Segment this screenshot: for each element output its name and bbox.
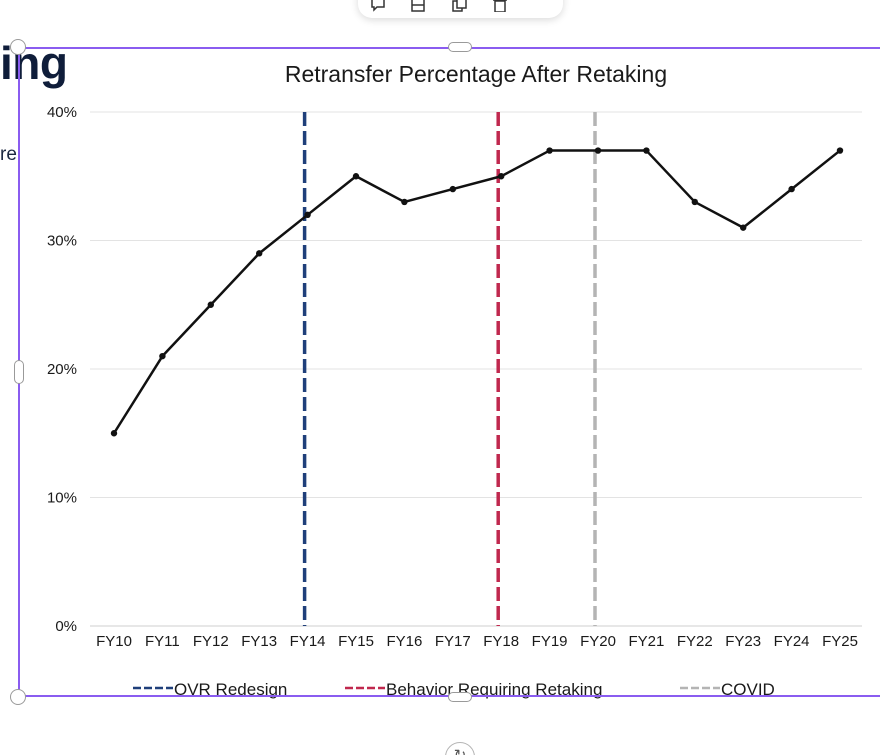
data-point [788,185,795,193]
x-tick-label: FY11 [145,633,180,650]
data-point [691,198,698,206]
x-tick-label: FY20 [580,633,616,650]
data-point [110,430,118,437]
data-point [740,224,747,231]
legend-label: OVR Redesign [174,680,287,699]
slide-text-fragment[interactable]: re [0,144,17,165]
x-tick-label: FY13 [241,633,277,650]
legend-label: COVID [721,680,775,699]
resize-handle-top[interactable] [448,42,472,52]
chart-legend: OVR Redesign Behavior Requiring Retaking C… [133,680,775,699]
grid-layer [90,111,862,627]
x-tick-label: FY14 [290,633,326,650]
chart-title: Retransfer Percentage After Retaking [285,61,667,87]
x-tick-label: FY24 [774,633,810,650]
data-point [207,301,214,308]
data-point [836,147,844,154]
x-tick-label: FY23 [725,633,761,650]
x-tick-label: FY22 [677,633,713,650]
resize-handle-bottom-left[interactable] [10,689,26,705]
series-layer [110,147,844,437]
data-point [352,173,360,180]
selection-frame [18,47,880,697]
x-axis-ticks: FY10 FY11 FY12 FY13 FY14 FY15 FY16 FY17 FY18 FY19… [96,633,858,650]
y-axis-ticks: 0% 10% 20% 30% 40% [47,104,77,635]
data-point [159,352,166,360]
data-point [401,198,408,206]
resize-handle-top-left[interactable] [10,39,26,55]
floating-toolbar [358,0,563,18]
data-point [256,250,263,257]
y-tick-label: 0% [55,618,77,635]
y-tick-label: 10% [47,490,77,507]
resize-handle-left[interactable] [14,360,24,384]
x-tick-label: FY10 [96,633,132,650]
legend-label: Behavior Requiring Retaking [386,680,602,699]
x-tick-label: FY21 [628,633,664,650]
x-tick-label: FY16 [386,633,422,650]
x-tick-label: FY19 [532,633,568,650]
data-point [498,173,505,180]
x-tick-label: FY18 [483,633,519,650]
data-point [304,211,311,218]
y-tick-label: 40% [47,104,77,121]
y-tick-label: 20% [47,361,77,378]
duplicate-icon[interactable] [452,0,468,12]
reference-lines [302,112,597,626]
y-tick-label: 30% [47,233,77,250]
layout-icon[interactable] [410,0,426,12]
x-tick-label: FY12 [193,633,229,650]
data-point [594,147,602,154]
comment-icon[interactable] [370,0,386,12]
delete-icon[interactable] [492,0,508,12]
x-tick-label: FY17 [435,633,471,650]
x-tick-label: FY15 [338,633,374,650]
data-point [449,185,456,193]
data-point [643,147,650,154]
resize-handle-bottom[interactable] [448,692,472,702]
data-point [546,147,553,154]
x-tick-label: FY25 [822,633,858,650]
series-line [112,149,841,434]
